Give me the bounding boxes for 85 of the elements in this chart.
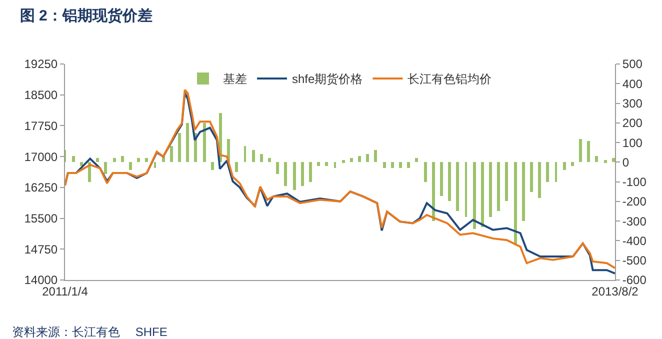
bar [489, 162, 492, 217]
legend-label: 基差 [223, 72, 247, 86]
bar [211, 162, 214, 170]
bar [235, 162, 238, 172]
bar [383, 162, 386, 168]
bar [113, 158, 116, 162]
bar [440, 162, 443, 196]
bar [358, 156, 361, 162]
y-tick-label: 17000 [24, 150, 58, 164]
bar [186, 123, 189, 162]
bar [579, 139, 582, 162]
bar [555, 162, 557, 182]
bar [538, 162, 541, 198]
bar [424, 162, 427, 182]
bar [432, 162, 435, 221]
bar [530, 162, 533, 192]
bar [563, 162, 566, 170]
bar [154, 162, 156, 168]
bar [456, 162, 459, 211]
chart-title: 图 2：铝期现货价差 [20, 8, 152, 25]
bar [366, 154, 369, 162]
bar [104, 162, 107, 174]
bar [514, 162, 517, 245]
y2-tick-label: 300 [622, 96, 643, 110]
bar [325, 162, 328, 166]
y-tick-label: 17750 [24, 118, 58, 133]
bar [309, 162, 312, 182]
y-tick-label: 19250 [24, 57, 58, 72]
y2-tick-label: -400 [622, 234, 647, 248]
bar [546, 162, 549, 182]
bar [465, 162, 467, 217]
bar [391, 162, 394, 168]
bar [407, 162, 410, 168]
bar [178, 133, 181, 162]
bar [604, 160, 607, 163]
legend-label: shfe期货价格 [292, 72, 363, 86]
y2-tick-label: -500 [622, 254, 647, 268]
bar [481, 162, 484, 227]
bar [244, 146, 246, 162]
bar [252, 150, 255, 162]
bar [170, 146, 173, 162]
bar [145, 158, 148, 162]
y2-tick-label: -100 [622, 175, 647, 190]
bar [587, 141, 590, 162]
bar [317, 162, 320, 166]
legend-label: 长江有色铝均价 [408, 72, 492, 86]
bar [268, 158, 271, 162]
y2-tick-label: 500 [622, 57, 643, 72]
bar [293, 162, 296, 190]
text: 资料来源：长江有色 SHFE [12, 325, 168, 339]
y2-tick-label: 100 [622, 136, 643, 150]
bar [571, 162, 574, 166]
bar [284, 162, 287, 186]
bar [96, 158, 99, 162]
bar [260, 154, 263, 162]
bar [301, 162, 304, 186]
bar [497, 162, 500, 211]
y2-tick-label: 400 [622, 76, 643, 91]
bar [342, 160, 345, 163]
bar [473, 162, 476, 229]
bar [276, 162, 279, 174]
y2-tick-label: -300 [622, 214, 647, 228]
y2-tick-label: 200 [622, 116, 643, 130]
bar [612, 158, 615, 162]
y2-tick-label: 0 [622, 155, 630, 170]
bar [334, 162, 336, 168]
y-tick-label: 15500 [24, 211, 58, 226]
bar [129, 162, 132, 170]
y-tick-label: 18500 [24, 88, 58, 102]
bar [374, 150, 377, 162]
y2-tick-label: -200 [622, 194, 647, 209]
bar [505, 162, 508, 201]
bar [415, 158, 418, 162]
bar [72, 156, 75, 162]
bar [350, 158, 353, 162]
bar [522, 162, 525, 221]
bar [80, 162, 83, 166]
y-tick-label: 16250 [24, 180, 58, 195]
bar [399, 162, 402, 168]
y-tick-label: 14750 [24, 242, 58, 256]
bar [121, 156, 124, 162]
bar [595, 156, 598, 162]
bar [448, 162, 451, 201]
bar [203, 123, 206, 162]
bar [137, 158, 140, 162]
